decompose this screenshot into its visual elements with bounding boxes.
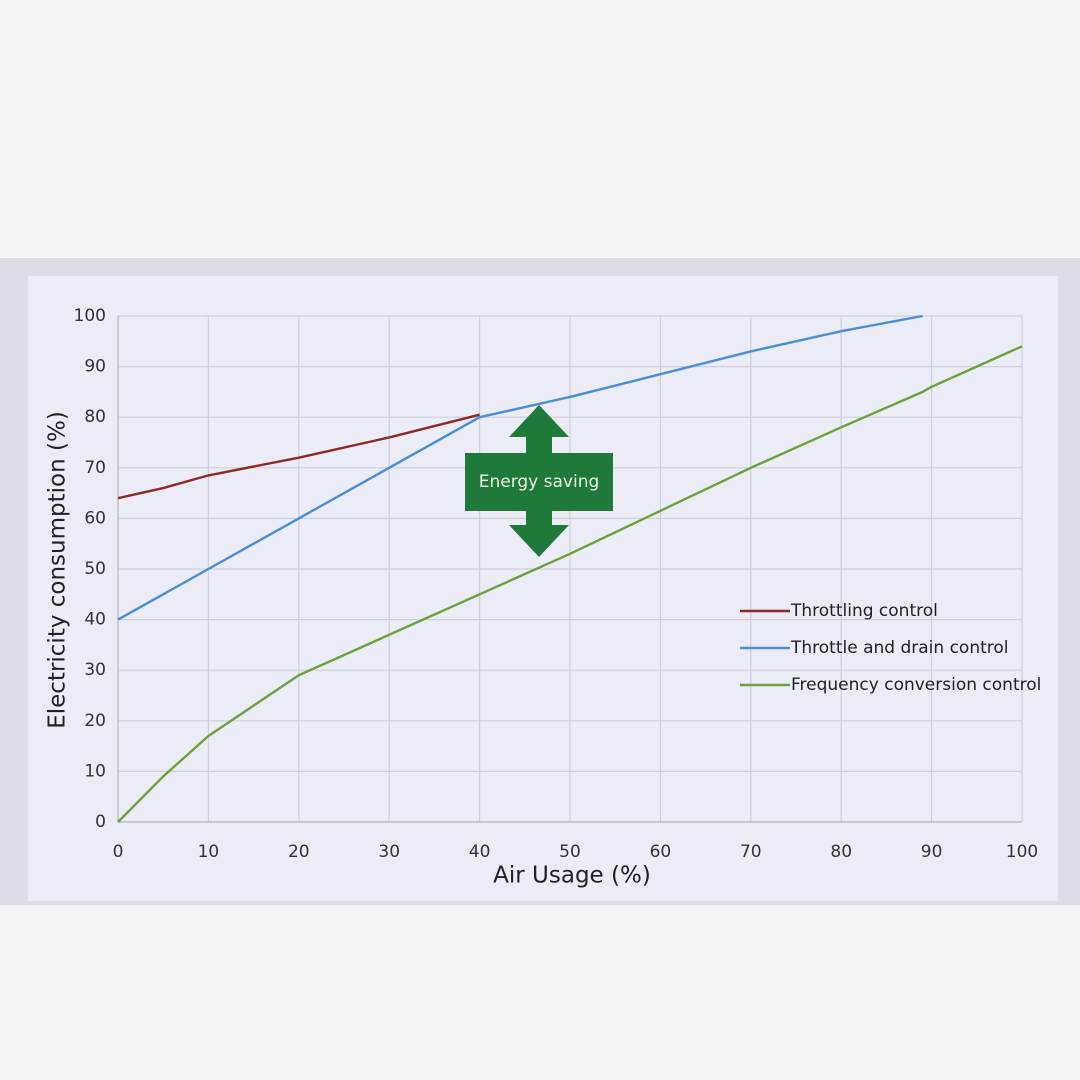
series-line (117, 314, 923, 621)
x-tick-label: 40 (469, 842, 491, 862)
x-tick-label: 0 (113, 842, 124, 862)
y-tick-label: 10 (84, 761, 106, 781)
x-tick-label: 50 (559, 842, 581, 862)
legend-text: Throttle and drain control (790, 638, 1009, 658)
legend-text: Frequency conversion control (791, 675, 1041, 695)
x-tick-label: 90 (921, 842, 943, 862)
x-tick-label: 30 (378, 842, 400, 862)
x-tick-label: 80 (830, 842, 852, 862)
legend-text: Throttling control (790, 601, 938, 621)
x-axis-title: Air Usage (%) (493, 863, 651, 889)
y-tick-label: 100 (74, 306, 106, 326)
y-tick-label: 40 (84, 610, 106, 630)
y-axis-title: Electricity consumption (%) (45, 411, 71, 729)
panel (28, 276, 1058, 901)
annotation-text: Energy saving (479, 472, 600, 492)
annotation-arrow (509, 508, 569, 557)
y-tick-label: 30 (84, 660, 106, 680)
y-tick-label: 80 (84, 407, 106, 427)
x-tick-label: 20 (288, 842, 310, 862)
y-tick-label: 90 (84, 357, 106, 377)
y-tick-label: 0 (95, 812, 106, 832)
x-tick-label: 70 (740, 842, 762, 862)
y-tick-label: 60 (84, 508, 106, 528)
x-tick-label: 10 (198, 842, 220, 862)
y-tick-label: 70 (84, 458, 106, 478)
series-line (117, 345, 1023, 823)
series-line (117, 413, 480, 500)
annotation-arrow (509, 405, 569, 455)
annotation-box (465, 453, 613, 511)
x-tick-label: 100 (1006, 842, 1038, 862)
x-tick-label: 60 (650, 842, 672, 862)
annotation: Energy saving (465, 405, 613, 557)
y-tick-label: 50 (84, 559, 106, 579)
y-tick-label: 20 (84, 711, 106, 731)
